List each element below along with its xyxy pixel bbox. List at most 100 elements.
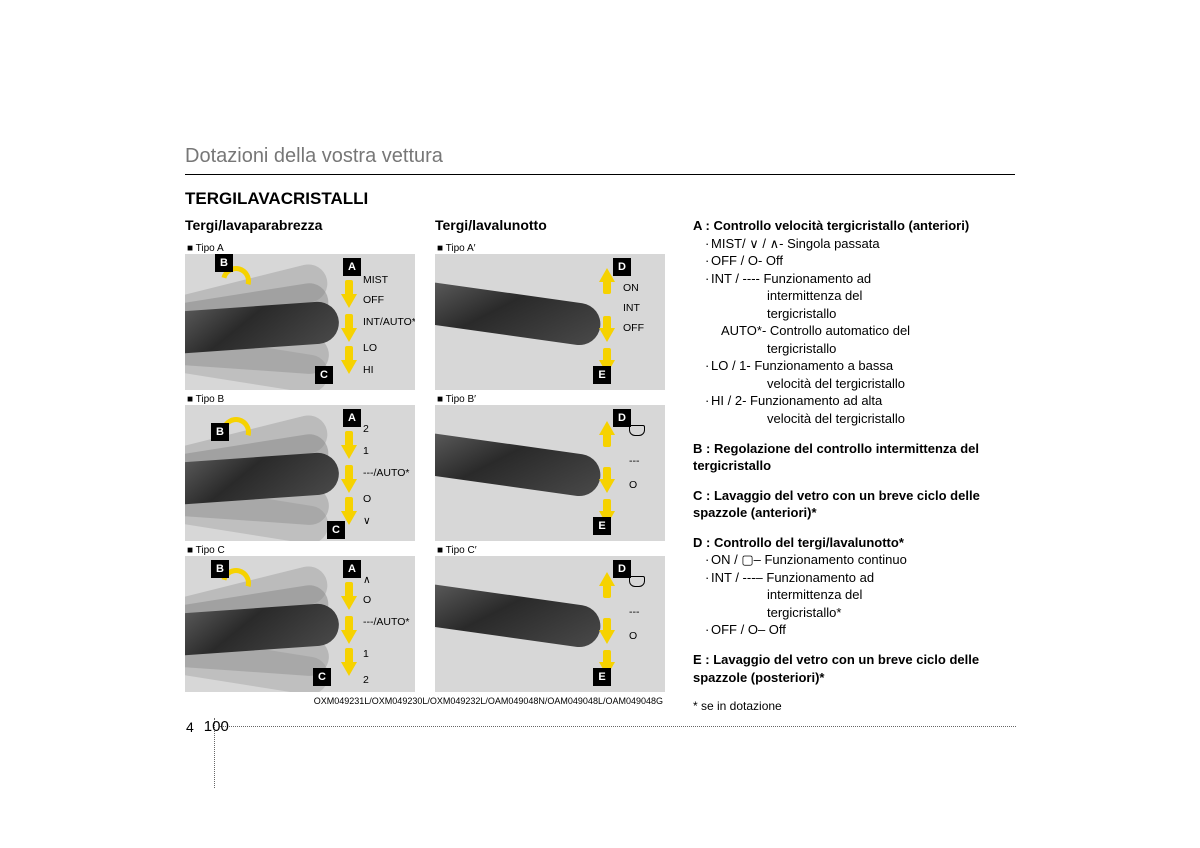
position-label: 1 — [363, 648, 369, 660]
page-content: Dotazioni della vostra vettura TERGILAVA… — [185, 145, 1015, 714]
arrow-down-icon — [341, 630, 357, 644]
front-type-b-block: ■ Tipo B A — [185, 390, 415, 541]
desc-head-d: D : Controllo del tergi/lavalunotto* — [693, 534, 1013, 552]
desc-item: ·OFF / O - Off — [705, 252, 1013, 270]
desc-key: MIST/ ∨ / ∧ — [711, 235, 779, 253]
position-label: LO — [363, 342, 377, 354]
position-label: 1 — [363, 445, 369, 457]
rear-type-b-block: ■ Tipo B′ D E --- O — [435, 390, 665, 541]
desc-head-a: A : Controllo velocità tergicristallo (a… — [693, 217, 1013, 235]
desc-key: OFF / O — [711, 621, 758, 639]
type-label: Tipo B — [196, 394, 225, 405]
desc-continuation: tergicristallo* — [767, 604, 1013, 622]
desc-text: – Funzionamento continuo — [754, 551, 907, 569]
marker-box: C — [313, 668, 331, 686]
marker-box: D — [613, 409, 631, 427]
desc-key: ON / ▢ — [711, 551, 754, 569]
arrow-down-icon — [341, 294, 357, 308]
rear-type-a-figure: D E ON INT OFF — [435, 254, 665, 390]
desc-group-d: D : Controllo del tergi/lavalunotto* ·ON… — [693, 534, 1013, 639]
desc-item: ·OFF / O – Off — [705, 621, 1013, 639]
desc-item: ·LO / 1 - Funzionamento a bassa — [705, 357, 1013, 375]
desc-item: ·MIST/ ∨ / ∧ - Singola passata — [705, 235, 1013, 253]
figure-subtitles-row: Tergi/lavaparabrezza Tergi/lavalunotto — [185, 217, 665, 239]
marker-box: D — [613, 258, 631, 276]
arrow-shaft-icon — [603, 584, 611, 598]
position-label: 2 — [363, 674, 369, 686]
arrow-down-icon — [341, 479, 357, 493]
desc-continuation: tergicristallo — [767, 305, 1013, 323]
front-type-a-label: ■ Tipo A — [187, 243, 415, 254]
marker-box: A — [343, 258, 361, 276]
position-label: OFF — [623, 322, 644, 334]
rear-subtitle: Tergi/lavalunotto — [435, 217, 665, 233]
marker-box: E — [593, 668, 611, 686]
desc-group-c: C : Lavaggio del vetro con un breve cicl… — [693, 487, 1013, 522]
figures-column: Tergi/lavaparabrezza Tergi/lavalunotto ■… — [185, 217, 665, 714]
marker-box: B — [211, 423, 229, 441]
desc-group-b: B : Regolazione del controllo intermitte… — [693, 440, 1013, 475]
desc-item: ·HI / 2 - Funzionamento ad alta — [705, 392, 1013, 410]
arrow-shaft-icon — [603, 280, 611, 294]
desc-text: - Off — [758, 252, 783, 270]
position-label: ∨ — [363, 515, 371, 527]
desc-text: - Funzionamento ad alta — [742, 392, 882, 410]
desc-continuation: intermittenza del — [767, 586, 1013, 604]
window-icon — [629, 425, 645, 436]
marker-box: B — [215, 254, 233, 272]
desc-key: LO / 1 — [711, 357, 746, 375]
position-label: --- — [629, 606, 640, 618]
position-label: ---/AUTO* — [363, 467, 409, 479]
desc-continuation: tergicristallo — [767, 340, 1013, 358]
chapter-title: Dotazioni della vostra vettura — [185, 145, 1015, 175]
position-label: --- — [629, 455, 640, 467]
position-label: ---/AUTO* — [363, 616, 409, 628]
type-label: Tipo B′ — [446, 394, 476, 405]
desc-item: ·INT / --- – Funzionamento ad — [705, 569, 1013, 587]
arrow-down-icon — [341, 662, 357, 676]
desc-item: ·ON / ▢ – Funzionamento continuo — [705, 551, 1013, 569]
rear-type-a-label: ■ Tipo A′ — [437, 243, 665, 254]
desc-key: OFF / O — [711, 252, 758, 270]
arrow-down-icon — [599, 328, 615, 342]
arrow-down-icon — [341, 445, 357, 459]
type-label: Tipo C′ — [446, 545, 477, 556]
marker-box: B — [211, 560, 229, 578]
desc-key: AUTO* — [721, 322, 762, 340]
marker-box: C — [327, 521, 345, 539]
front-subtitle: Tergi/lavaparabrezza — [185, 217, 415, 233]
arrow-down-icon — [341, 360, 357, 374]
type-label: Tipo A — [196, 243, 224, 254]
desc-text: - Funzionamento a bassa — [746, 357, 893, 375]
position-label: O — [629, 479, 637, 491]
rear-type-a-block: ■ Tipo A′ D E ON INT OFF — [435, 239, 665, 390]
figure-row-3: ■ Tipo C A — [185, 541, 665, 692]
rear-type-c-figure: D E --- O — [435, 556, 665, 692]
front-type-a-block: ■ Tipo A A — [185, 239, 415, 390]
arrow-down-icon — [599, 479, 615, 493]
arrow-down-icon — [599, 630, 615, 644]
position-label: INT/AUTO* — [363, 316, 415, 328]
page-number: 4 100 — [186, 718, 229, 735]
desc-group-e: E : Lavaggio del vetro con un breve cicl… — [693, 651, 1013, 686]
position-label: OFF — [363, 294, 384, 306]
wiper-stalk — [435, 584, 603, 650]
rear-type-b-label: ■ Tipo B′ — [437, 394, 665, 405]
wiper-stalk — [435, 433, 603, 499]
description-column: A : Controllo velocità tergicristallo (a… — [693, 217, 1013, 714]
desc-head-c: C : Lavaggio del vetro con un breve cicl… — [693, 487, 1013, 522]
arrow-down-icon — [341, 328, 357, 342]
image-code-line: OXM049231L/OXM049230L/OXM049232L/OAM0490… — [185, 696, 665, 706]
wiper-stalk — [435, 282, 603, 348]
desc-key: INT / --- — [711, 270, 756, 288]
arrow-shaft-icon — [603, 433, 611, 447]
front-type-a-figure: A B C MIST OFF INT/AUTO* LO HI — [185, 254, 415, 390]
rear-figure-header: Tergi/lavalunotto — [435, 217, 665, 239]
footnote: * se in dotazione — [693, 698, 1013, 714]
two-column-content: Tergi/lavaparabrezza Tergi/lavalunotto ■… — [185, 217, 1015, 714]
position-label: ∧ — [363, 574, 371, 586]
chapter-number: 4 — [186, 719, 194, 735]
desc-group-a: A : Controllo velocità tergicristallo (a… — [693, 217, 1013, 428]
desc-item: AUTO* - Controllo automatico del — [721, 322, 1013, 340]
type-label: Tipo A′ — [446, 243, 476, 254]
